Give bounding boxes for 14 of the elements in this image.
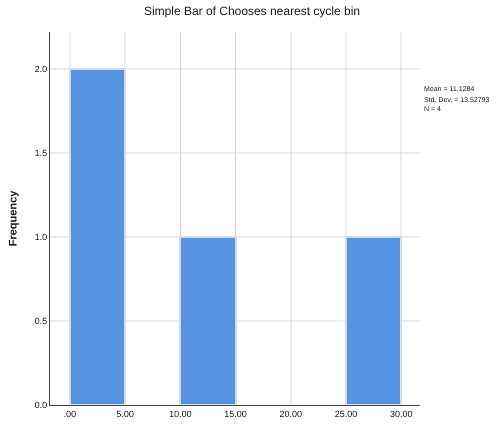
y-axis-title: Frequency: [7, 190, 20, 246]
x-tick-label: 25.00: [334, 408, 358, 419]
x-tick-label: .00: [64, 408, 76, 419]
y-tick-label: 0.5: [34, 316, 48, 326]
x-tick-label: 10.00: [169, 408, 192, 419]
x-tick-label: 20.00: [280, 408, 302, 419]
y-tick-label: 1.0: [34, 232, 48, 242]
x-tick-label: 5.00: [116, 408, 134, 419]
y-tick-label: 0.0: [34, 400, 48, 410]
y-tick-label: 2.0: [34, 64, 48, 74]
x-tick-label: 30.00: [390, 408, 412, 419]
x-tick-label: 15.00: [224, 408, 247, 419]
y-tick-label: 1.5: [34, 148, 48, 158]
chart-title: Simple Bar of Chooses nearest cycle bin: [144, 4, 360, 18]
